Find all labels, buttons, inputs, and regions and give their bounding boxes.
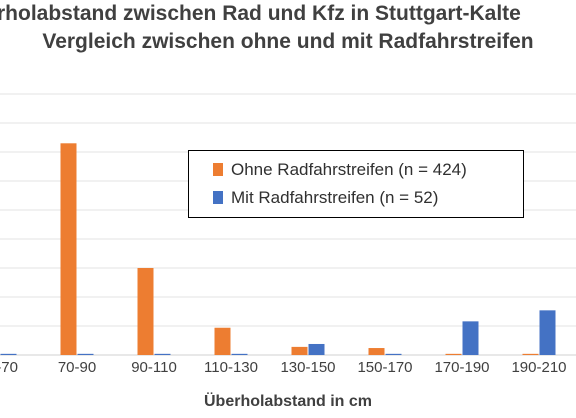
x-tick-label: 150-170: [357, 359, 413, 376]
x-axis-label: Überholabstand in cm: [203, 393, 373, 410]
bar-ohne-190-210: [522, 353, 539, 355]
x-tick-label: 130-150: [280, 359, 336, 376]
bar-mit-90-110: [154, 353, 171, 355]
bar-mit-190-210: [539, 310, 556, 355]
legend-label-ohne: Ohne Radfahrstreifen (n = 424): [231, 160, 467, 179]
legend: Ohne Radfahrstreifen (n = 424) Mit Radfa…: [188, 150, 524, 218]
legend-label-mit: Mit Radfahrstreifen (n = 52): [231, 188, 439, 207]
x-tick-label: 110-130: [204, 359, 258, 376]
x-tick-label: 190-210: [511, 359, 567, 376]
x-tick-label: 90-110: [131, 359, 177, 376]
bar-mit--70: [0, 353, 17, 355]
x-tick-label: 70-90: [57, 359, 97, 376]
bar-ohne-130-150: [291, 346, 308, 355]
bar-ohne-70-90: [60, 143, 77, 355]
bar-ohne-170-190: [445, 353, 462, 355]
legend-swatch-mit: [213, 191, 223, 204]
bar-ohne-110-130: [214, 327, 231, 355]
bar-mit-110-130: [231, 353, 248, 355]
x-tick-label: -70: [0, 359, 18, 376]
chart-title: rholabstand zwischen Rad und Kfz in Stut…: [0, 2, 521, 25]
bar-ohne-150-170: [368, 348, 385, 355]
legend-entry-ohne: Ohne Radfahrstreifen (n = 424): [213, 160, 467, 180]
x-tick-label: 170-190: [434, 359, 490, 376]
bar-mit-70-90: [77, 353, 94, 355]
chart-subtitle: Vergleich zwischen ohne und mit Radfahrs…: [42, 30, 534, 53]
bar-mit-130-150: [308, 343, 325, 355]
legend-entry-mit: Mit Radfahrstreifen (n = 52): [213, 188, 438, 208]
bar-ohne-90-110: [137, 268, 154, 355]
bar-mit-150-170: [385, 353, 402, 355]
bar-mit-170-190: [462, 321, 479, 355]
bars: [0, 143, 556, 355]
legend-swatch-ohne: [213, 163, 223, 176]
